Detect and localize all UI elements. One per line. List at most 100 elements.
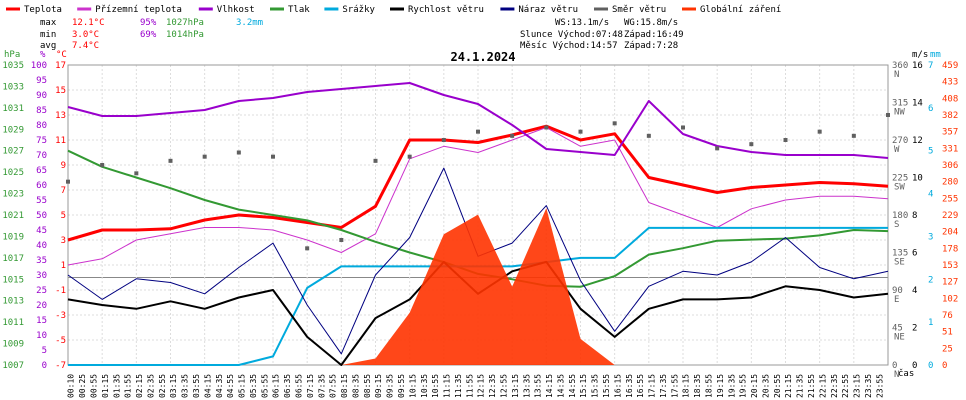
tick-x-15: 05:15 (238, 374, 247, 398)
tick-wm2-13: 331 (942, 144, 958, 154)
tick-mm-7: 7 (928, 61, 933, 71)
series-wind-dir-point-20 (749, 142, 754, 147)
stat-min-hum: 69% (140, 30, 157, 40)
tick-x-41: 13:55 (534, 374, 543, 398)
tick-dir-3: 135 (892, 249, 908, 259)
tick-pct-7: 35 (36, 256, 47, 266)
stat-min-label: min (40, 30, 56, 40)
tick-hpa-14: 1035 (2, 61, 24, 71)
stat-min-temp: 3.0°C (72, 30, 99, 40)
tick-x-71: 23:55 (875, 374, 884, 398)
tick-dir-letter-8: N (894, 70, 899, 80)
tick-mm-5: 5 (928, 147, 933, 157)
tick-x-42: 14:15 (545, 374, 554, 398)
series-radiation-area (68, 208, 888, 365)
tick-x-34: 11:35 (454, 374, 463, 398)
tick-temp-6: 5 (61, 211, 66, 221)
tick-x-21: 07:15 (306, 374, 315, 398)
tick-x-14: 04:55 (226, 374, 235, 398)
stat-max-label: max (40, 18, 57, 28)
series-wind-dir-point-5 (236, 150, 241, 155)
tick-x-2: 00:55 (89, 374, 98, 398)
tick-hpa-7: 1021 (2, 211, 24, 221)
tick-x-28: 09:35 (386, 374, 395, 398)
tick-x-40: 13:35 (522, 374, 531, 398)
tick-x-51: 17:15 (648, 374, 657, 398)
tick-dir-letter-2: E (894, 295, 899, 305)
tick-dir-letter-0: N (894, 370, 899, 380)
series-wind-dir-point-15 (578, 129, 583, 134)
tick-hpa-10: 1027 (2, 147, 24, 157)
series-wind-dir-point-22 (817, 129, 822, 134)
axis-unit-pct: % (40, 50, 46, 60)
tick-x-38: 12:55 (499, 374, 508, 398)
tick-temp-0: -7 (55, 361, 66, 371)
tick-x-0: 00:10 (67, 374, 76, 398)
tick-x-23: 07:55 (329, 374, 338, 398)
series-wind-dir-point-11 (441, 138, 446, 142)
tick-mm-4: 4 (928, 190, 933, 200)
tick-x-48: 16:15 (613, 374, 622, 398)
tick-ms-6: 12 (912, 136, 923, 146)
tick-x-18: 06:15 (272, 374, 281, 398)
tick-hpa-12: 1031 (2, 104, 24, 114)
tick-ms-8: 16 (912, 61, 923, 71)
tick-mm-2: 2 (928, 275, 933, 285)
tick-x-32: 10:55 (431, 374, 440, 398)
tick-dir-letter-7: NW (894, 108, 905, 118)
stat-max-rain: 3.2mm (236, 18, 263, 28)
tick-x-47: 15:55 (602, 374, 611, 398)
tick-hpa-8: 1023 (2, 190, 24, 200)
tick-mm-6: 6 (928, 104, 933, 114)
wind-wg: WG:15.8m/s (624, 18, 678, 28)
tick-hpa-0: 1007 (2, 361, 24, 371)
tick-dir-letter-1: NE (894, 333, 905, 343)
tick-wm2-0: 0 (942, 361, 947, 371)
tick-hpa-4: 1015 (2, 275, 24, 285)
tick-x-61: 20:35 (761, 374, 770, 398)
tick-mm-1: 1 (928, 318, 933, 328)
stat-max-press: 1027hPa (166, 18, 204, 28)
tick-wm2-6: 153 (942, 261, 958, 271)
tick-x-20: 06:55 (294, 374, 303, 398)
legend-label-3: Tlak (288, 5, 310, 15)
plot-area (66, 82, 890, 366)
tick-x-5: 01:55 (124, 374, 133, 398)
tick-dir-7: 315 (892, 99, 908, 109)
tick-x-16: 05:35 (249, 374, 258, 398)
tick-wm2-3: 76 (942, 311, 953, 321)
tick-x-55: 18:35 (693, 374, 702, 398)
tick-x-12: 04:15 (203, 374, 212, 398)
tick-dir-2: 90 (892, 286, 903, 296)
tick-pct-13: 65 (36, 166, 47, 176)
stat-avg-label: avg (40, 41, 56, 51)
tick-temp-3: -1 (55, 286, 66, 296)
tick-x-68: 22:55 (841, 374, 850, 398)
sun-set: Západ:16:49 (624, 30, 684, 40)
series-wind-dir-point-14 (544, 125, 549, 130)
tick-dir-letter-5: SW (894, 183, 905, 193)
tick-x-62: 20:55 (773, 374, 782, 398)
tick-x-36: 12:15 (477, 374, 486, 398)
tick-pct-4: 20 (36, 301, 47, 311)
series-wind-dir-point-1 (100, 163, 105, 167)
tick-wm2-11: 280 (942, 178, 958, 188)
tick-hpa-5: 1017 (2, 254, 24, 264)
tick-mm-3: 3 (928, 232, 933, 242)
tick-dir-letter-6: W (894, 145, 900, 155)
series-wind-dir-point-6 (271, 154, 275, 159)
tick-x-26: 08:55 (363, 374, 372, 398)
tick-temp-1: -5 (55, 336, 66, 346)
tick-x-54: 18:15 (682, 374, 691, 398)
tick-x-4: 01:35 (112, 374, 121, 398)
tick-x-67: 22:35 (830, 374, 839, 398)
tick-x-53: 17:55 (670, 374, 679, 398)
tick-pct-2: 10 (36, 331, 47, 341)
tick-dir-8: 360 (892, 61, 908, 71)
tick-temp-5: 3 (61, 236, 66, 246)
tick-x-50: 16:55 (636, 374, 645, 398)
tick-x-11: 03:55 (192, 374, 201, 398)
legend-label-1: Přízemní teplota (95, 5, 182, 15)
series-wind-dir-point-12 (476, 129, 480, 134)
